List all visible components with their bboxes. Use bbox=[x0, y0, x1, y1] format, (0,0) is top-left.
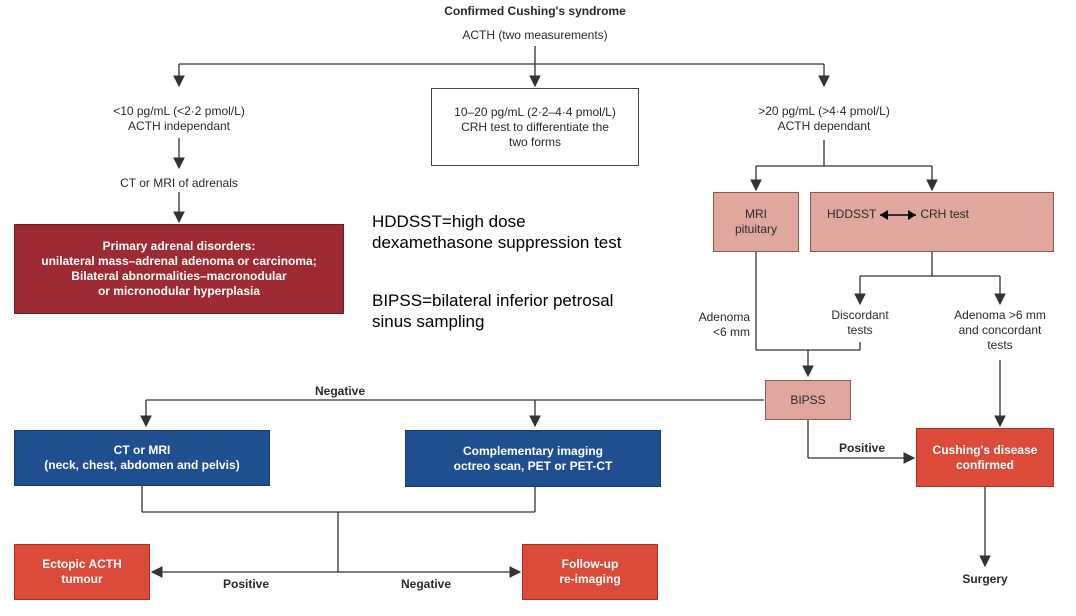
negative-label: Negative bbox=[314, 384, 366, 398]
bottom-positive-label: Positive bbox=[222, 577, 270, 591]
hddsst-label: HDDSST bbox=[827, 207, 877, 221]
primary-adrenal-disorders-box: Primary adrenal disorders: unilateral ma… bbox=[14, 224, 344, 314]
discordant-tests-label: Discordant tests bbox=[831, 308, 889, 337]
bottom-negative-label: Negative bbox=[400, 577, 452, 591]
adenoma-large-label: Adenoma >6 mm and concordant tests bbox=[954, 308, 1046, 352]
ct-mri-box: CT or MRI (neck, chest, abdomen and pelv… bbox=[14, 430, 270, 486]
bipss-definition: BIPSS=bilateral inferior petrosal sinus … bbox=[372, 291, 614, 331]
diagram-title: Confirmed Cushing's syndrome bbox=[444, 4, 626, 18]
crh-test-box: 10–20 pg/mL (2·2–4·4 pmol/L) CRH test to… bbox=[431, 88, 639, 166]
adenoma-small-label: Adenoma <6 mm bbox=[698, 310, 750, 339]
crh-label: CRH test bbox=[920, 207, 970, 221]
hddsst-definition: HDDSST=high dose dexamethasone suppressi… bbox=[372, 212, 622, 252]
ectopic-acth-box: Ectopic ACTH tumour bbox=[14, 544, 150, 600]
follow-up-box: Follow-up re-imaging bbox=[522, 544, 658, 600]
acth-dependent-label: >20 pg/mL (>4·4 pmol/L) ACTH dependant bbox=[758, 104, 890, 133]
hddsst-crh-box: HDDSST CRH test bbox=[810, 192, 1054, 252]
positive-label: Positive bbox=[838, 441, 886, 455]
surgery-label: Surgery bbox=[962, 572, 1008, 586]
cushings-disease-box: Cushing's disease confirmed bbox=[916, 428, 1054, 487]
diagram-subtitle: ACTH (two measurements) bbox=[462, 28, 608, 42]
double-arrow-icon bbox=[880, 209, 917, 220]
acth-independent-label: <10 pg/mL (<2·2 pmol/L) ACTH independant bbox=[113, 104, 245, 133]
mri-pituitary-box: MRI pituitary bbox=[713, 192, 799, 252]
bipss-box: BIPSS bbox=[765, 380, 851, 420]
adrenal-imaging-label: CT or MRI of adrenals bbox=[120, 176, 238, 190]
complementary-imaging-box: Complementary imaging octreo scan, PET o… bbox=[405, 430, 661, 487]
